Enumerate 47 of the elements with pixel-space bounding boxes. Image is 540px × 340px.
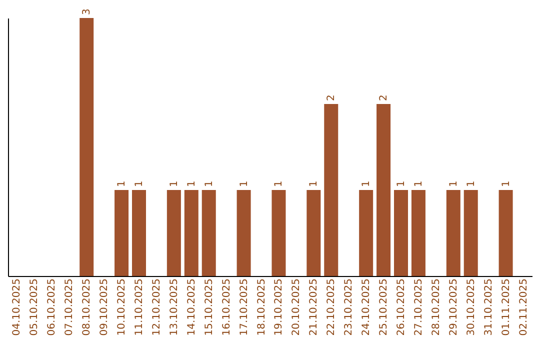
data-label: 1 xyxy=(204,180,215,187)
x-tick-label: 30.10.2025 xyxy=(466,278,477,336)
x-tick-label: 02.11.2025 xyxy=(518,278,530,336)
x-tick-label: 15.10.2025 xyxy=(204,278,215,336)
x-tick-label: 19.10.2025 xyxy=(274,278,285,336)
data-label: 1 xyxy=(361,180,372,187)
x-tick-label: 16.10.2025 xyxy=(221,278,232,336)
x-tick-label: 14.10.2025 xyxy=(186,278,198,336)
x-tick-label: 27.10.2025 xyxy=(413,278,424,336)
data-label: 1 xyxy=(168,180,180,187)
data-label: 1 xyxy=(116,180,128,187)
x-tick-label: 23.10.2025 xyxy=(344,278,355,336)
data-label: 1 xyxy=(448,180,460,187)
x-tick-label: 20.10.2025 xyxy=(291,278,302,336)
x-tick-label: 07.10.2025 xyxy=(64,278,76,336)
x-tick-label: 06.10.2025 xyxy=(46,278,58,336)
data-label: 1 xyxy=(466,180,477,187)
x-tick-label: 25.10.2025 xyxy=(378,278,390,336)
data-label: 1 xyxy=(413,180,424,187)
data-label: 2 xyxy=(378,94,390,101)
x-tick-label: 10.10.2025 xyxy=(116,278,128,336)
x-tick-label: 21.10.2025 xyxy=(308,278,320,336)
x-tick-label: 12.10.2025 xyxy=(151,278,162,336)
x-tick-label: 22.10.2025 xyxy=(326,278,338,336)
x-tick-label: 11.10.2025 xyxy=(134,278,145,336)
x-tick-label: 09.10.2025 xyxy=(99,278,110,336)
x-tick-label: 18.10.2025 xyxy=(256,278,268,336)
x-tick-label: 17.10.2025 xyxy=(238,278,250,336)
x-tick-label: 01.11.2025 xyxy=(500,278,512,336)
data-label: 1 xyxy=(274,180,285,187)
data-label: 1 xyxy=(186,180,198,187)
x-tick-label: 26.10.2025 xyxy=(396,278,407,336)
x-tick-label: 13.10.2025 xyxy=(168,278,180,336)
data-label: 1 xyxy=(308,180,320,187)
x-tick-label: 24.10.2025 xyxy=(361,278,372,336)
data-label: 3 xyxy=(82,8,93,15)
x-tick-label: 28.10.2025 xyxy=(430,278,442,336)
x-tick-label: 08.10.2025 xyxy=(82,278,93,336)
data-label: 1 xyxy=(396,180,407,187)
x-tick-label: 31.10.2025 xyxy=(483,278,494,336)
data-label: 1 xyxy=(500,180,512,187)
x-tick-label: 29.10.2025 xyxy=(448,278,460,336)
x-tick-label: 04.10.2025 xyxy=(12,278,23,336)
data-label: 1 xyxy=(134,180,145,187)
data-label: 2 xyxy=(326,94,338,101)
data-label: 1 xyxy=(238,180,250,187)
x-tick-label: 05.10.2025 xyxy=(29,278,40,336)
